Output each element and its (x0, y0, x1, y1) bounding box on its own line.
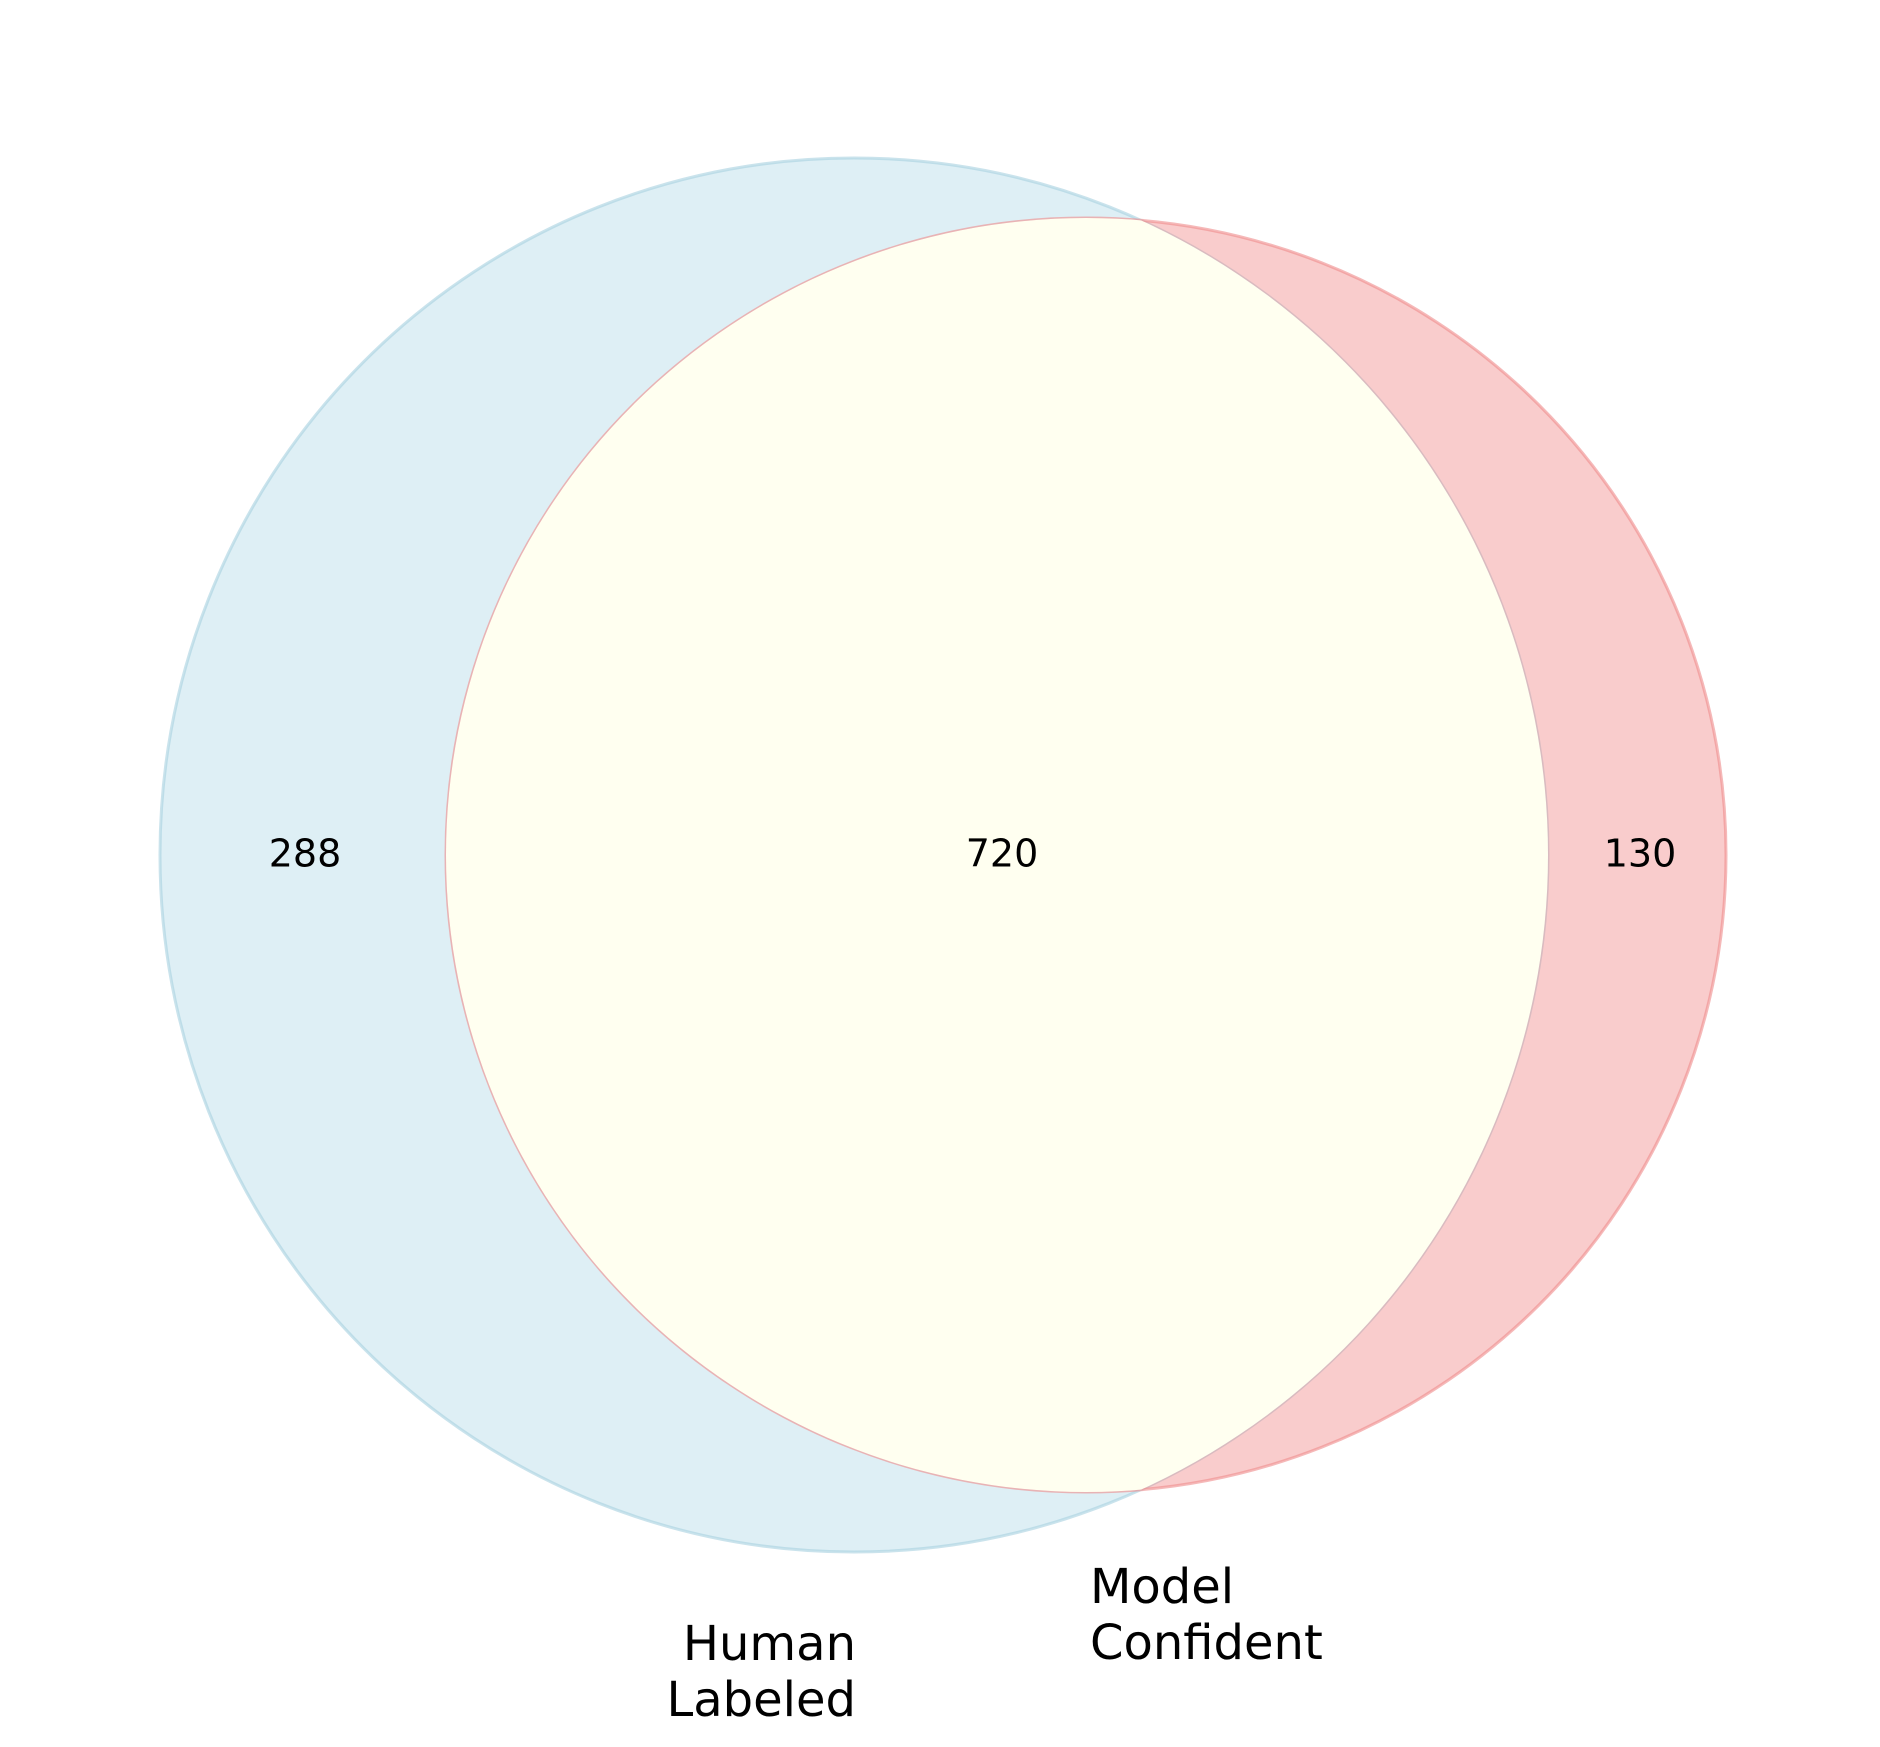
region-count-model-only: 130 (1604, 832, 1677, 876)
region-count-human-only: 288 (269, 832, 342, 876)
intersection-region (446, 218, 1548, 1492)
set-label-model-line-1: Model (1090, 1559, 1234, 1615)
set-label-model-line-2: Confident (1090, 1615, 1323, 1671)
region-count-both: 720 (966, 832, 1039, 876)
set-label-human-line-1: Human (683, 1616, 856, 1672)
set-label-human-line-2: Labeled (667, 1672, 857, 1728)
